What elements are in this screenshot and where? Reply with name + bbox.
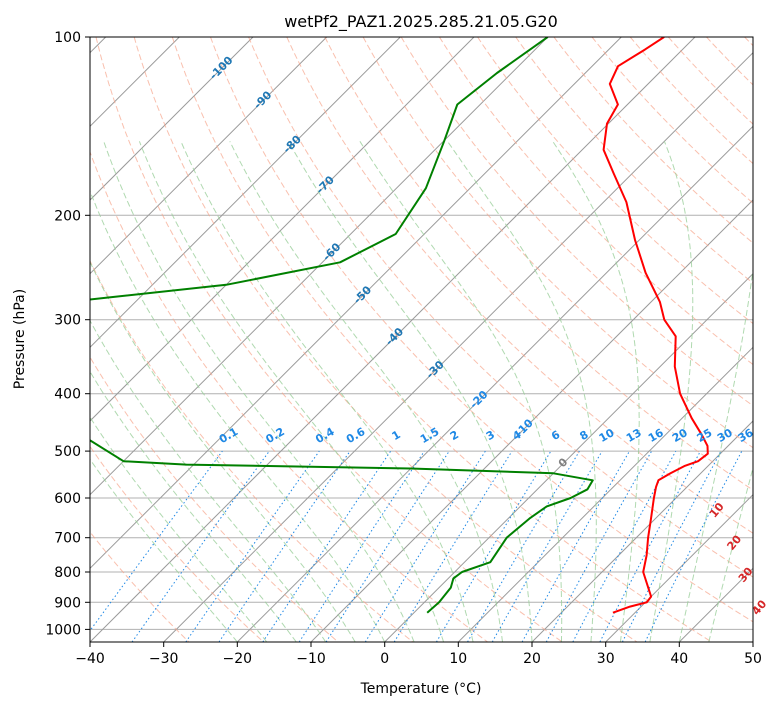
x-axis-label: Temperature (°C) [360, 681, 482, 697]
moist-adiabat-line [90, 189, 386, 642]
dry-adiabat-line [400, 37, 753, 407]
moist-adiabat-line [90, 458, 238, 642]
dry-adiabat-line [90, 356, 339, 642]
chart-grid [90, 37, 753, 642]
moist-adiabat-line [678, 265, 753, 642]
mixing-ratio-line [325, 450, 450, 642]
y-axis-label: Pressure (hPa) [12, 289, 28, 389]
mixing-ratio-line [262, 450, 392, 642]
x-tick-label: −20 [223, 651, 253, 667]
moist-adiabat-line [90, 319, 327, 642]
mixing-ratio-line [298, 450, 425, 642]
dry-adiabat-line [591, 37, 753, 204]
y-tick-label: 900 [54, 595, 81, 611]
mixing-ratio-line [393, 450, 513, 642]
moist-adiabat-line [649, 141, 694, 642]
x-tick-label: 30 [597, 651, 615, 667]
moist-adiabat-line [359, 141, 563, 642]
dry-adiabat-line [171, 37, 712, 642]
mixing-ratio-line [185, 450, 320, 642]
x-tick-label: −40 [75, 651, 105, 667]
x-tick-label: 10 [449, 651, 467, 667]
dry-adiabat-line [133, 37, 638, 642]
dry-adiabat-line [438, 37, 753, 366]
y-tick-label: 700 [54, 531, 81, 547]
y-tick-label: 400 [54, 387, 81, 403]
isotherm-line [236, 125, 753, 642]
dry-adiabat-line [210, 37, 753, 623]
chart-annotations: -100-90-80-70-60-50-40-30-20-1000.1 0.2 0.… [207, 53, 770, 617]
isotherm-line [90, 37, 622, 570]
dry-adiabat-line [90, 531, 190, 642]
dewpoint-profile-line [90, 37, 594, 614]
isotherm-line [605, 493, 753, 642]
moist-adiabat-line [90, 370, 297, 642]
dry-adiabat-line [95, 37, 563, 642]
x-tick-label: 0 [380, 651, 389, 667]
chart-title: wetPf2_PAZ1.2025.285.21.05.G20 [284, 12, 558, 32]
mixing-ratio-line [131, 450, 270, 642]
moist-adiabat-line [103, 141, 415, 642]
mixing-ratio-line [90, 450, 223, 632]
y-tick-label: 800 [54, 565, 81, 581]
isotherm-line [90, 37, 401, 349]
isotherm-line [90, 37, 696, 642]
y-tick-label: 100 [54, 30, 81, 46]
x-tick-label: −10 [296, 651, 326, 667]
dry-adiabat-line [629, 37, 753, 165]
moist-adiabat-line [180, 141, 474, 642]
chart-profiles [90, 37, 709, 614]
temperature-profile-line [602, 37, 709, 614]
dry-adiabat-line [90, 259, 414, 642]
moist-adiabat-line [229, 141, 503, 642]
isotherm-line [90, 37, 328, 275]
isotherm-line [90, 37, 549, 496]
x-tick-label: 50 [744, 651, 762, 667]
mixing-ratio-line [545, 450, 653, 642]
moist-adiabat-line [90, 260, 356, 642]
isotherm-line [90, 37, 254, 201]
mixing-ratio-line [644, 450, 743, 642]
y-tick-label: 500 [54, 444, 81, 460]
moist-adiabat-line [138, 141, 445, 642]
y-tick-label: 600 [54, 491, 81, 507]
isotherm-line [310, 199, 753, 642]
isotherm-line [90, 37, 475, 422]
x-tick-label: −30 [149, 651, 179, 667]
isotherm-line [163, 51, 753, 642]
dry-adiabat-line [248, 37, 753, 578]
y-tick-label: 1000 [45, 622, 81, 638]
moist-adiabat-line [708, 466, 753, 642]
isotherm-line [384, 272, 753, 642]
dry-adiabat-line [362, 37, 753, 449]
mixing-ratio-line [218, 450, 351, 642]
mixing-ratio-line [521, 450, 630, 642]
plot-frame [89, 36, 754, 643]
dry-adiabat-line [477, 37, 753, 325]
moist-adiabat-line [552, 141, 640, 642]
y-tick-label: 200 [54, 208, 81, 224]
chart-axes: −40 −30 −20 −10 0 10 20 30 40 50 1000 900 800 700 600 5… [45, 30, 762, 667]
mixing-ratio-line [572, 450, 677, 642]
y-tick-label: 300 [54, 313, 81, 329]
dry-adiabat-line [90, 445, 264, 642]
moist-adiabat-line [288, 141, 533, 642]
isotherm-line [531, 420, 753, 642]
x-tick-label: 20 [523, 651, 541, 667]
x-tick-label: 40 [670, 651, 688, 667]
moist-adiabat-line [90, 416, 268, 642]
dry-adiabat-line [515, 37, 753, 284]
